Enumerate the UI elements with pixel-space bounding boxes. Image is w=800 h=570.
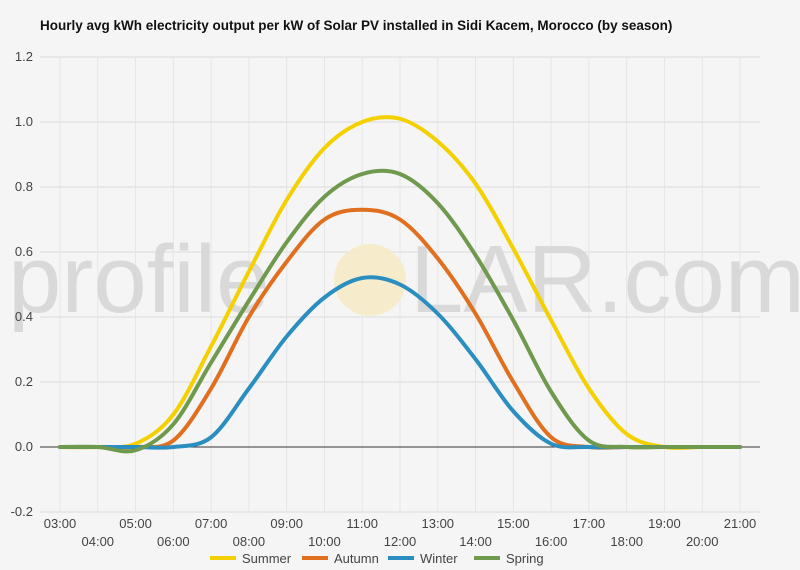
legend: Summer Autumn Winter Spring (210, 551, 544, 566)
watermark-sun-icon (334, 244, 406, 316)
x-tick-label: 11:00 (346, 516, 378, 531)
x-tick-label: 06:00 (157, 534, 190, 549)
watermark-text-left: profile (8, 226, 269, 333)
x-tick-label: 17:00 (573, 516, 606, 531)
x-tick-label: 19:00 (648, 516, 681, 531)
x-tick-label: 14:00 (459, 534, 492, 549)
series-layer (58, 115, 742, 454)
y-tick-label: 0.8 (15, 179, 33, 194)
y-tick-label: 0.0 (15, 439, 33, 454)
series-line-spring (58, 168, 742, 454)
x-tick-label: 12:00 (384, 534, 417, 549)
series-line-summer (58, 115, 742, 450)
y-tick-label: 0.4 (15, 309, 33, 324)
x-tick-label: 03:00 (44, 516, 77, 531)
y-tick-label: 0.6 (15, 244, 33, 259)
x-tick-label: 09:00 (270, 516, 303, 531)
legend-label-summer: Summer (242, 551, 292, 566)
y-tick-label: 0.2 (15, 374, 33, 389)
x-tick-label: 08:00 (233, 534, 266, 549)
legend-label-autumn: Autumn (334, 551, 379, 566)
x-tick-label: 21:00 (724, 516, 757, 531)
x-tick-label: 18:00 (610, 534, 643, 549)
x-tick-label: 20:00 (686, 534, 719, 549)
x-tick-label: 13:00 (422, 516, 455, 531)
chart-title: Hourly avg kWh electricity output per kW… (40, 18, 673, 33)
x-tick-label: 04:00 (82, 534, 115, 549)
x-tick-label: 05:00 (119, 516, 152, 531)
y-tick-label: 1.2 (15, 49, 33, 64)
y-tick-label: -0.2 (11, 504, 33, 519)
x-tick-label: 15:00 (497, 516, 530, 531)
legend-label-spring: Spring (506, 551, 544, 566)
legend-label-winter: Winter (420, 551, 458, 566)
x-tick-label: 10:00 (308, 534, 341, 549)
x-tick-label: 07:00 (195, 516, 228, 531)
y-tick-label: 1.0 (15, 114, 33, 129)
x-tick-label: 16:00 (535, 534, 568, 549)
